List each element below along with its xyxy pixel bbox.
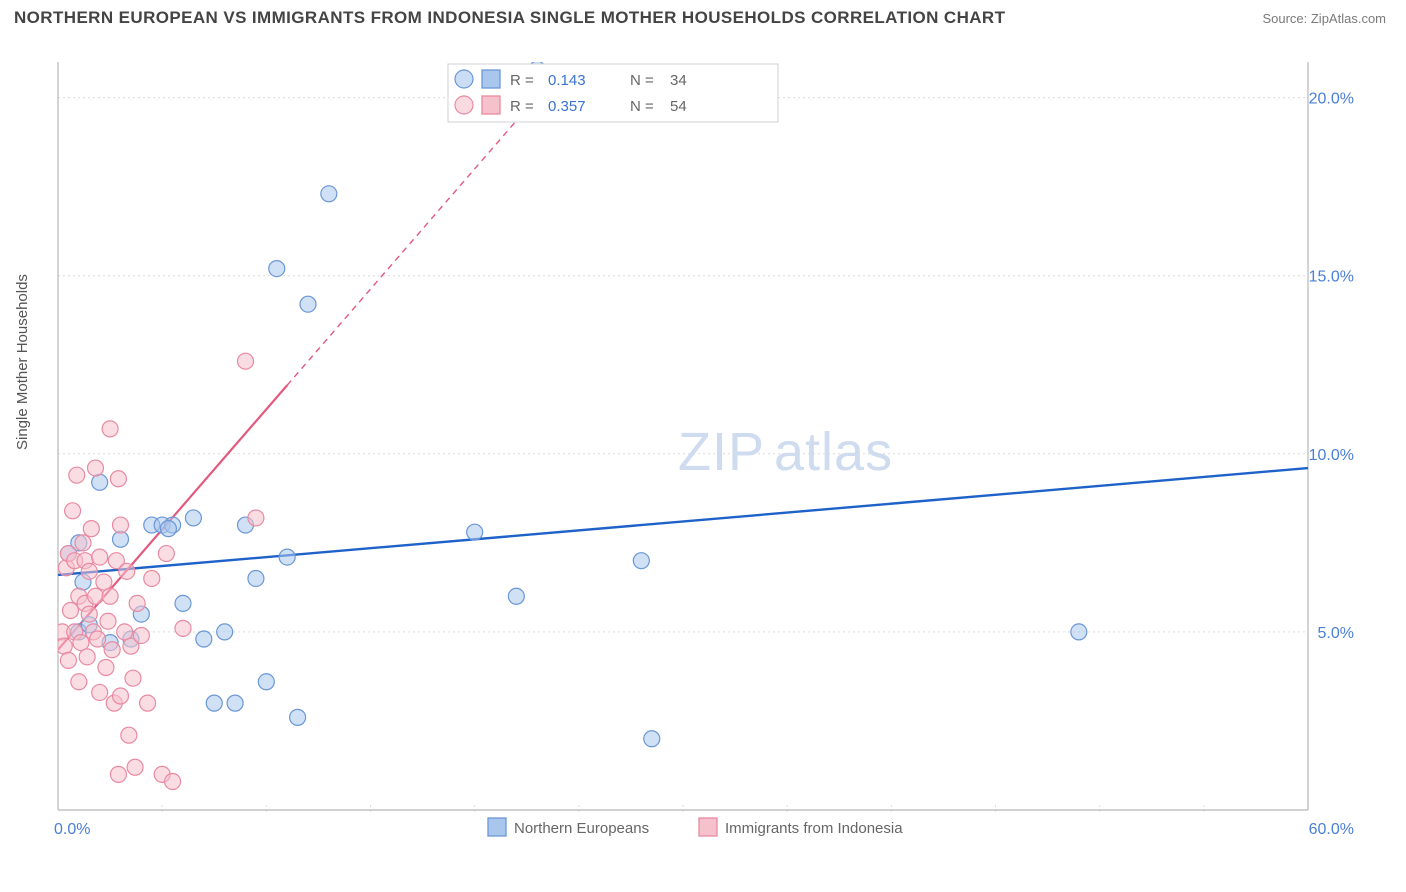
data-point — [121, 727, 137, 743]
data-point — [117, 624, 133, 640]
legend-n-value: 54 — [670, 98, 687, 115]
legend-label: Northern Europeans — [514, 820, 649, 837]
data-point — [279, 549, 295, 565]
y-tick-label: 15.0% — [1309, 269, 1354, 286]
legend-swatch — [699, 818, 717, 836]
data-point — [69, 467, 85, 483]
data-point — [508, 588, 524, 604]
data-point — [127, 759, 143, 775]
data-point — [258, 674, 274, 690]
data-point — [90, 631, 106, 647]
data-point — [83, 521, 99, 537]
data-point — [160, 521, 176, 537]
data-point — [56, 638, 72, 654]
data-point — [633, 553, 649, 569]
watermark: atlas — [774, 422, 893, 482]
data-point — [125, 670, 141, 686]
data-point — [467, 524, 483, 540]
data-point — [227, 695, 243, 711]
data-point — [71, 674, 87, 690]
data-point — [102, 421, 118, 437]
y-tick-label: 10.0% — [1309, 447, 1354, 464]
data-point — [113, 517, 129, 533]
data-point — [158, 546, 174, 562]
data-point — [79, 649, 95, 665]
legend-r-value: 0.357 — [548, 98, 586, 115]
x-tick-label: 60.0% — [1309, 821, 1354, 838]
data-point — [1071, 624, 1087, 640]
y-axis-label: Single Mother Households — [14, 274, 31, 450]
legend-label: Immigrants from Indonesia — [725, 820, 903, 837]
data-point — [81, 606, 97, 622]
data-point — [321, 186, 337, 202]
watermark: ZIP — [678, 422, 765, 482]
data-point — [144, 570, 160, 586]
legend-n-label: N = — [630, 72, 654, 89]
data-point — [290, 709, 306, 725]
data-point — [175, 620, 191, 636]
data-point — [185, 510, 201, 526]
data-point — [238, 353, 254, 369]
data-point — [110, 766, 126, 782]
data-point — [133, 627, 149, 643]
data-point — [102, 588, 118, 604]
legend-point-icon — [455, 70, 473, 88]
data-point — [300, 296, 316, 312]
data-point — [92, 684, 108, 700]
data-point — [217, 624, 233, 640]
legend-n-value: 34 — [670, 72, 687, 89]
data-point — [104, 642, 120, 658]
data-point — [92, 549, 108, 565]
legend-point-icon — [455, 96, 473, 114]
data-point — [129, 595, 145, 611]
data-point — [81, 563, 97, 579]
data-point — [88, 588, 104, 604]
legend-swatch — [482, 70, 500, 88]
data-point — [98, 660, 114, 676]
scatter-svg: 5.0% 10.0% 15.0% 20.0% ZIPatlas 0.0% 60.0% Nort… — [48, 50, 1358, 842]
data-point — [96, 574, 112, 590]
x-tick-label: 0.0% — [54, 821, 90, 838]
data-point — [60, 652, 76, 668]
data-point — [75, 535, 91, 551]
data-point — [113, 688, 129, 704]
data-point — [88, 460, 104, 476]
data-point — [269, 261, 285, 277]
chart-title: NORTHERN EUROPEAN VS IMMIGRANTS FROM IND… — [14, 8, 1005, 28]
data-point — [206, 695, 222, 711]
data-point — [175, 595, 191, 611]
legend-r-label: R = — [510, 98, 534, 115]
legend-r-label: R = — [510, 72, 534, 89]
data-point — [100, 613, 116, 629]
data-point — [65, 503, 81, 519]
data-point — [92, 474, 108, 490]
data-point — [248, 510, 264, 526]
data-point — [119, 563, 135, 579]
data-point — [63, 603, 79, 619]
legend-swatch — [482, 96, 500, 114]
data-point — [113, 531, 129, 547]
data-point — [248, 570, 264, 586]
legend-r-value: 0.143 — [548, 72, 586, 89]
data-point — [196, 631, 212, 647]
plot-area: 5.0% 10.0% 15.0% 20.0% ZIPatlas 0.0% 60.0% Nort… — [48, 50, 1358, 842]
data-point — [165, 774, 181, 790]
data-point — [140, 695, 156, 711]
legend-swatch — [488, 818, 506, 836]
legend-n-label: N = — [630, 98, 654, 115]
y-tick-label: 20.0% — [1309, 91, 1354, 108]
data-point — [110, 471, 126, 487]
y-tick-label: 5.0% — [1318, 625, 1354, 642]
data-point — [644, 731, 660, 747]
source-label: Source: ZipAtlas.com — [1262, 11, 1386, 26]
